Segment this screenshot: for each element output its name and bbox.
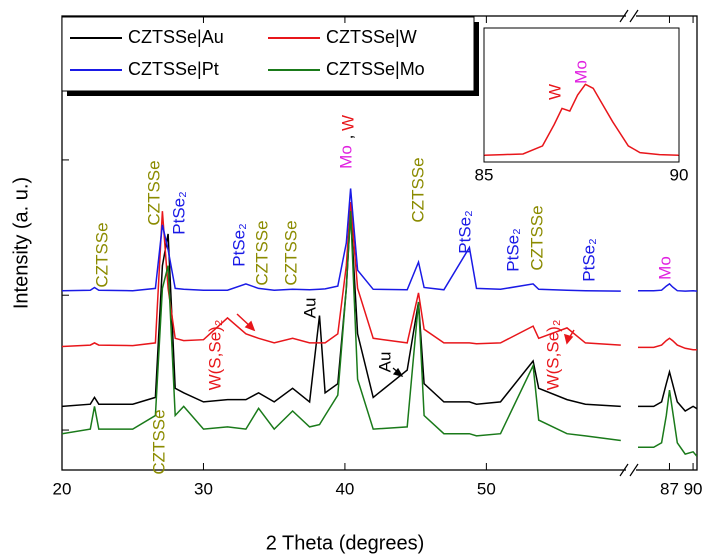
plot-frame xyxy=(61,15,698,471)
annotation: , xyxy=(337,135,356,140)
data-line xyxy=(62,211,621,408)
annotation: Au xyxy=(375,352,394,373)
annotation: CZTSSe xyxy=(281,220,300,285)
inset-frame xyxy=(483,27,680,163)
annotation: PtSe₂ xyxy=(503,228,522,271)
inset-annotation: W xyxy=(545,84,564,100)
annotation: CZTSSe xyxy=(144,160,163,225)
annotation: CZTSSe xyxy=(527,205,546,270)
annotation: PtSe₂ xyxy=(579,238,598,281)
legend-label: CZTSSe|W xyxy=(326,27,417,47)
legend-label: CZTSSe|Au xyxy=(128,27,224,47)
data-line xyxy=(638,368,697,412)
x-tick-label: 85 xyxy=(475,165,494,184)
main-plot xyxy=(62,188,621,442)
right-plot xyxy=(638,282,697,457)
inset-annotation: Mo xyxy=(571,60,590,84)
x-tick-label: 87 xyxy=(660,479,679,498)
x-tick-label: 90 xyxy=(684,479,703,498)
data-line xyxy=(638,282,697,292)
legend-label: CZTSSe|Mo xyxy=(326,59,425,79)
annotation: Mo xyxy=(655,256,674,280)
annotation: W(S,Se)₂ xyxy=(543,320,562,391)
annotation: PtSe₂ xyxy=(169,191,188,234)
data-line xyxy=(638,337,697,351)
break-marks xyxy=(619,9,639,477)
data-line xyxy=(638,389,697,457)
data-line xyxy=(62,211,621,442)
annotation: W xyxy=(338,115,357,131)
axis-break xyxy=(626,10,636,478)
x-tick-label: 30 xyxy=(194,479,213,498)
annotation: PtSe₂ xyxy=(229,223,248,266)
annotation: CZTSSe xyxy=(408,157,427,222)
x-axis-label: 2 Theta (degrees) xyxy=(266,532,425,554)
annotation: Mo xyxy=(336,145,355,169)
au-arrows xyxy=(392,367,404,377)
arrows xyxy=(236,313,575,345)
annotation: W(S,Se)₂ xyxy=(205,320,224,391)
legend-box xyxy=(61,16,475,92)
data-line xyxy=(62,188,621,292)
annotation: Au xyxy=(300,298,319,319)
legend xyxy=(61,16,479,96)
annotation: PtSe₂ xyxy=(455,210,474,253)
inset-plot xyxy=(483,83,680,157)
x-tick-label: 20 xyxy=(53,479,72,498)
x-tick-label: 40 xyxy=(335,479,354,498)
data-line xyxy=(483,83,680,157)
y-axis-label: Intensity (a. u.) xyxy=(10,177,32,309)
x-tick-label: 50 xyxy=(477,479,496,498)
x-tick-label: 90 xyxy=(670,165,689,184)
annotation: CZTSSe xyxy=(252,220,271,285)
annotation: CZTSSe xyxy=(92,222,111,287)
annotation: CZTSSe xyxy=(149,409,168,474)
legend-label: CZTSSe|Pt xyxy=(128,59,219,79)
